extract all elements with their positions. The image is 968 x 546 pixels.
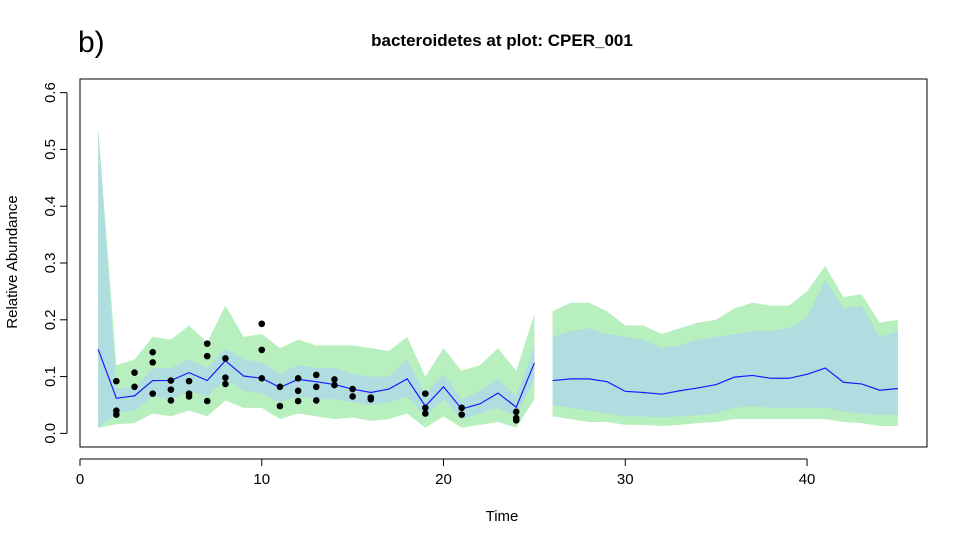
data-point xyxy=(167,397,175,404)
data-point xyxy=(331,376,338,383)
data-point xyxy=(367,395,375,403)
plot-frame xyxy=(79,78,928,448)
y-tick-label: 0.1 xyxy=(42,366,59,387)
x-axis-label: Time xyxy=(486,508,519,525)
data-point xyxy=(167,386,175,393)
data-point xyxy=(113,377,120,385)
data-point xyxy=(349,385,356,393)
data-point xyxy=(312,371,320,379)
data-point xyxy=(512,408,520,416)
y-tick-label: 0.2 xyxy=(42,309,59,330)
data-point xyxy=(131,383,138,391)
observed-points xyxy=(113,320,520,424)
x-axis: 0 10 20 30 40 xyxy=(76,458,816,488)
data-point xyxy=(203,397,211,405)
data-point xyxy=(422,404,429,412)
data-point xyxy=(185,393,193,400)
x-tick-label: 20 xyxy=(435,471,452,488)
data-point xyxy=(458,411,465,418)
data-point xyxy=(294,387,302,395)
data-point xyxy=(258,320,266,328)
chart-title: bacteroidetes at plot: CPER_001 xyxy=(371,31,633,50)
data-point xyxy=(203,340,211,347)
data-point xyxy=(131,369,138,376)
y-tick-label: 0.4 xyxy=(42,196,59,217)
data-point xyxy=(422,410,429,417)
y-axis: 0.0 0.1 0.2 0.3 0.4 0.5 0.6 xyxy=(42,82,68,444)
inner-band-2 xyxy=(552,280,898,418)
data-point xyxy=(222,380,229,388)
data-point xyxy=(458,404,465,412)
data-point xyxy=(276,383,284,391)
data-point xyxy=(185,377,193,385)
data-point xyxy=(222,374,229,382)
data-point xyxy=(312,397,320,404)
y-tick-label: 0.0 xyxy=(42,423,59,444)
data-point xyxy=(149,348,157,356)
y-tick-label: 0.6 xyxy=(42,82,59,103)
data-point xyxy=(258,346,266,354)
y-tick-label: 0.3 xyxy=(42,253,59,274)
x-tick-label: 0 xyxy=(76,471,84,488)
x-tick-label: 10 xyxy=(253,471,270,488)
confidence-bands xyxy=(98,128,898,428)
mean-line-2 xyxy=(552,367,898,395)
x-tick-label: 40 xyxy=(799,471,816,488)
data-point xyxy=(258,374,266,382)
data-point xyxy=(422,390,429,397)
data-point xyxy=(312,383,320,391)
data-point xyxy=(149,359,157,366)
data-point xyxy=(167,377,175,384)
data-point xyxy=(222,355,229,362)
y-tick-label: 0.5 xyxy=(42,139,59,160)
data-point xyxy=(512,417,520,424)
data-point xyxy=(331,381,338,389)
data-point xyxy=(203,352,211,360)
panel-label: b) xyxy=(78,26,105,59)
data-point xyxy=(349,393,356,400)
x-tick-label: 30 xyxy=(617,471,634,488)
data-point xyxy=(149,390,157,397)
data-point xyxy=(113,411,120,418)
y-axis-label: Relative Abundance xyxy=(4,195,21,328)
data-point xyxy=(294,374,302,382)
data-point xyxy=(294,397,302,405)
data-point xyxy=(276,402,284,410)
